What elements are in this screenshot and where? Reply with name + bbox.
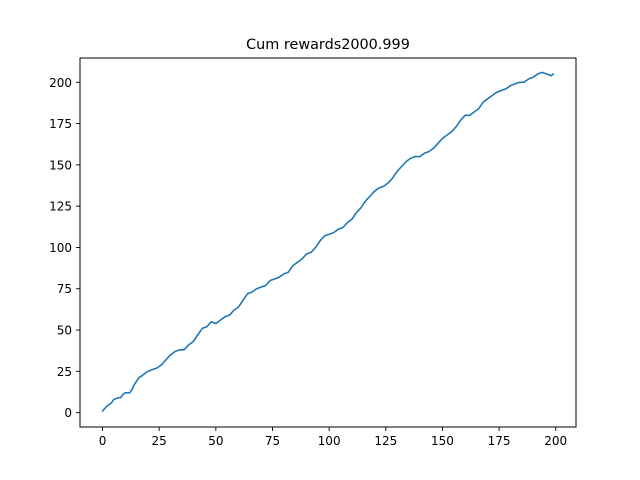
chart-title: Cum rewards2000.999 <box>246 37 410 53</box>
x-tick-label: 150 <box>431 434 454 448</box>
y-tick-label: 25 <box>57 365 72 379</box>
x-tick-label: 175 <box>488 434 511 448</box>
x-tick-label: 25 <box>152 434 167 448</box>
y-tick-label: 150 <box>49 158 72 172</box>
x-tick-label: 50 <box>208 434 223 448</box>
y-tick-label: 200 <box>49 76 72 90</box>
x-tick-label: 0 <box>99 434 107 448</box>
axis-ticks: 0 25 50 75 100 125 150 175 200 0 25 50 75 100 125 150 17… <box>49 76 567 448</box>
y-tick-label: 125 <box>49 200 72 214</box>
plot-area <box>101 71 555 412</box>
axes-frame <box>79 57 577 428</box>
y-tick-label: 50 <box>57 324 72 338</box>
x-tick-label: 200 <box>544 434 567 448</box>
y-tick-label: 75 <box>57 282 72 296</box>
y-tick-label: 175 <box>49 117 72 131</box>
y-tick-label: 100 <box>49 241 72 255</box>
y-tick-label: 0 <box>64 406 72 420</box>
x-tick-label: 75 <box>265 434 280 448</box>
x-tick-label: 100 <box>318 434 341 448</box>
series-line-0 <box>101 71 555 412</box>
x-tick-label: 125 <box>374 434 397 448</box>
